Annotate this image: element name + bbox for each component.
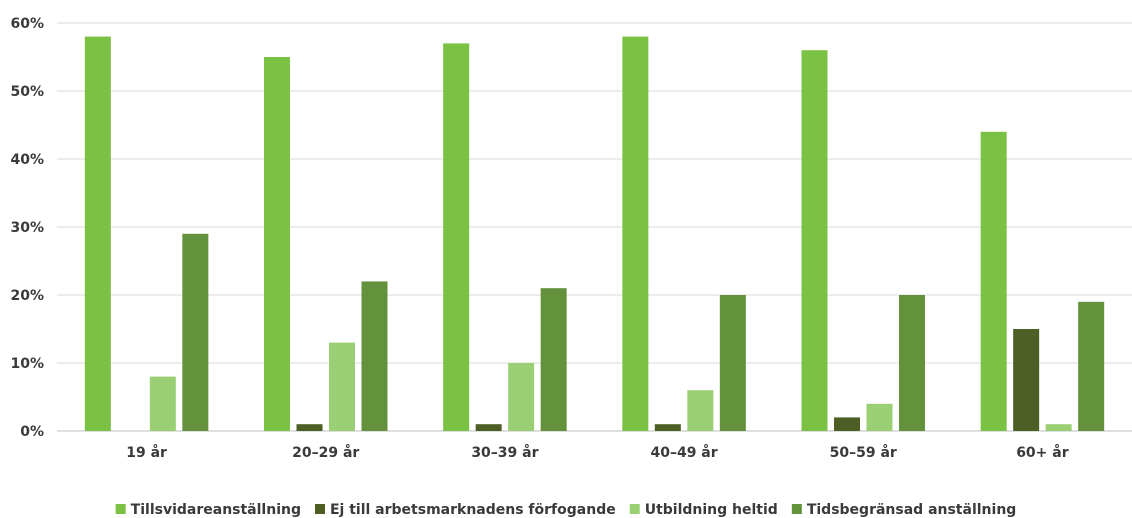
x-category-label: 30–39 år [471,444,538,461]
bar [149,376,176,431]
x-category-label: 40–49 år [650,444,717,461]
bar [329,342,355,431]
x-category-label: 20–29 år [292,444,359,461]
x-category-label: 50–59 år [830,444,897,461]
bar [1045,424,1072,431]
legend-swatch [791,504,802,514]
bar [980,131,1007,432]
bar [801,50,828,431]
bar [182,233,209,431]
y-axis-tick-labels: 0% 10% 20% 30% 40% 50% 60% [10,16,44,440]
bar [443,43,470,432]
legend-label: Ej till arbetsmarknadens förfogande [330,502,616,518]
y-tick-label: 10% [10,356,44,372]
x-category-label: 60+ år [1016,444,1069,461]
legend-swatch [314,504,325,514]
legend-swatch [629,504,640,514]
bar [866,403,893,431]
legend: Tillsvidareanställning Ej till arbetsmark… [115,502,1016,518]
legend-swatch [115,504,126,514]
y-tick-label: 30% [10,220,44,236]
legend-label: Tidsbegränsad anställning [807,502,1016,518]
legend-label: Tillsvidareanställning [131,502,301,518]
bar [1078,301,1105,431]
y-tick-label: 0% [20,424,44,440]
bar [508,363,535,431]
bar [264,57,290,431]
bar [654,424,681,431]
bar [361,281,388,431]
bar [622,36,649,431]
bar [687,390,714,431]
x-axis-category-labels: 19 år 20–29 år 30–39 år 40–49 år 50–59 år 60+… [126,444,1069,461]
bar [540,288,567,431]
legend-label: Utbildning heltid [645,502,778,518]
y-tick-label: 50% [10,84,44,100]
bar [475,424,502,431]
bar [719,295,746,431]
y-tick-label: 40% [10,152,44,168]
x-category-label: 19 år [126,444,167,461]
y-tick-label: 20% [10,288,44,304]
bar [1013,329,1040,431]
bar [834,417,860,431]
y-tick-label: 60% [10,16,44,32]
bar [899,295,925,431]
bars [84,36,1105,432]
gridlines [57,22,1132,432]
bar [84,36,111,431]
bar [296,424,323,431]
